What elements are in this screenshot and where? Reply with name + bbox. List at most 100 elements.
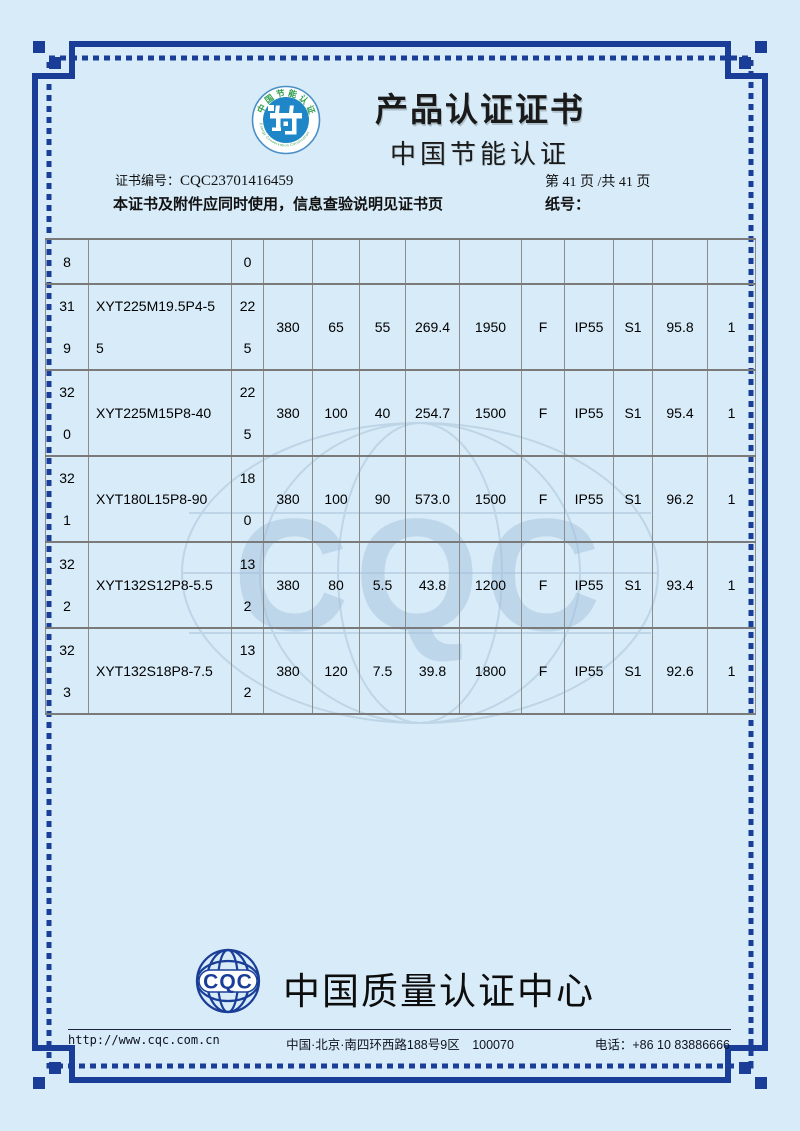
table-cell: 1500 (459, 369, 522, 457)
table-cell: 32 0 (45, 369, 89, 457)
table-cell: F (521, 369, 565, 457)
table-cell: 55 (359, 283, 406, 371)
table-cell: 22 5 (231, 369, 264, 457)
table-cell: 1 (707, 627, 756, 715)
table-cell: S1 (613, 627, 653, 715)
table-cell: 18 0 (231, 455, 264, 543)
logo-jie-glyph (268, 105, 302, 135)
table-cell: 380 (263, 369, 313, 457)
table-cell (564, 238, 614, 285)
product-spec-table: 8 0 31 9 XYT225M19.5P4-5 5 22 5 380 65 55 269.4 1… (45, 238, 756, 715)
table-cell: 380 (263, 627, 313, 715)
table-cell: 7.5 (359, 627, 406, 715)
table-cell: 254.7 (405, 369, 460, 457)
table-row: 32 1 XYT180L15P8-90 18 0 380 100 90 573.0 1500 F… (45, 455, 756, 543)
table-cell: 32 2 (45, 541, 89, 629)
table-cell: 95.8 (652, 283, 708, 371)
table-cell: F (521, 627, 565, 715)
table-cell: 90 (359, 455, 406, 543)
paper-number-line: 纸号： (545, 193, 590, 214)
cqc-globe-logo-icon: CQC (195, 948, 261, 1014)
table-cell: 43.8 (405, 541, 460, 629)
table-cell: 32 1 (45, 455, 89, 543)
table-cell: 1500 (459, 455, 522, 543)
table-cell: 0 (231, 238, 264, 285)
model-cell: XYT225M19.5P4-5 5 (88, 283, 232, 371)
table-cell: 80 (312, 541, 360, 629)
footer-contact-bar: http://www.cqc.com.cn 中国·北京·南四环西路188号9区 … (0, 1033, 800, 1052)
table-cell (263, 238, 313, 285)
table-row: 32 3 XYT132S18P8-7.5 13 2 380 120 7.5 39.8 1800… (45, 627, 756, 715)
table-cell: 13 2 (231, 627, 264, 715)
table-cell: 269.4 (405, 283, 460, 371)
cqc-logo-text: CQC (203, 971, 253, 994)
certificate-title: 产品认证证书 (375, 91, 585, 128)
title-block: 产品认证证书 中国节能认证 (345, 83, 615, 171)
table-cell (613, 238, 653, 285)
certificate-number-label: 证书编号： (115, 173, 181, 188)
table-row: 31 9 XYT225M19.5P4-5 5 22 5 380 65 55 269.4 195… (45, 283, 756, 371)
table-cell: 31 9 (45, 283, 89, 371)
page-info: 第 41 页 /共 41 页 (545, 175, 651, 190)
table-cell: IP55 (564, 541, 614, 629)
table-cell: 100 (312, 369, 360, 457)
table-cell (459, 238, 522, 285)
model-cell: XYT132S12P8-5.5 (88, 541, 232, 629)
usage-note: 本证书及附件应同时使用，信息查验说明见证书页 (113, 196, 444, 213)
table-cell (521, 238, 565, 285)
model-cell (88, 238, 232, 285)
table-cell: 573.0 (405, 455, 460, 543)
table-cell: 13 2 (231, 541, 264, 629)
table-cell: 1 (707, 283, 756, 371)
table-cell: 380 (263, 455, 313, 543)
table-cell: 1200 (459, 541, 522, 629)
footer-divider (68, 1029, 731, 1030)
model-cell: XYT180L15P8-90 (88, 455, 232, 543)
table-cell: 95.4 (652, 369, 708, 457)
table-cell: 5.5 (359, 541, 406, 629)
table-cell (652, 238, 708, 285)
table-cell: S1 (613, 455, 653, 543)
table-cell: 1800 (459, 627, 522, 715)
model-cell: XYT225M15P8-40 (88, 369, 232, 457)
spec-table-body: 8 0 31 9 XYT225M19.5P4-5 5 22 5 380 65 55 269.4 1… (45, 238, 756, 715)
table-cell (359, 238, 406, 285)
certificate-number-line: 证书编号：CQC23701416459 (115, 170, 293, 190)
table-cell: F (521, 541, 565, 629)
table-row: 32 2 XYT132S12P8-5.5 13 2 380 80 5.5 43.8 1200 F… (45, 541, 756, 629)
table-cell: 40 (359, 369, 406, 457)
table-cell: 1950 (459, 283, 522, 371)
table-cell: 92.6 (652, 627, 708, 715)
table-cell: 93.4 (652, 541, 708, 629)
table-cell: 1 (707, 541, 756, 629)
table-cell: 22 5 (231, 283, 264, 371)
table-cell: 120 (312, 627, 360, 715)
website-url: http://www.cqc.com.cn (68, 1033, 220, 1047)
table-cell (405, 238, 460, 285)
paper-number-label: 纸号： (545, 196, 591, 213)
table-cell: F (521, 455, 565, 543)
table-cell: IP55 (564, 369, 614, 457)
organization-name: 中国质量认证中心 (283, 971, 595, 1012)
table-cell: 380 (263, 283, 313, 371)
table-cell: IP55 (564, 283, 614, 371)
table-cell: 100 (312, 455, 360, 543)
table-cell (707, 238, 756, 285)
energy-conservation-logo-icon: 中国节能认证 Energy Conservation Certification (251, 85, 321, 155)
table-cell: 96.2 (652, 455, 708, 543)
certificate-subtitle: 中国节能认证 (389, 139, 570, 169)
phone-number: 电话：+86 10 83886666 (594, 1038, 730, 1052)
model-cell: XYT132S18P8-7.5 (88, 627, 232, 715)
table-cell: IP55 (564, 627, 614, 715)
certificate-number-value: CQC23701416459 (180, 173, 294, 189)
table-row: 32 0 XYT225M15P8-40 22 5 380 100 40 254.7 1500 F… (45, 369, 756, 457)
table-cell: 380 (263, 541, 313, 629)
table-cell: 39.8 (405, 627, 460, 715)
table-cell: 32 3 (45, 627, 89, 715)
table-cell: 1 (707, 369, 756, 457)
postal-address: 中国·北京·南四环西路188号9区 100070 (286, 1038, 514, 1052)
table-cell: 65 (312, 283, 360, 371)
table-cell: IP55 (564, 455, 614, 543)
